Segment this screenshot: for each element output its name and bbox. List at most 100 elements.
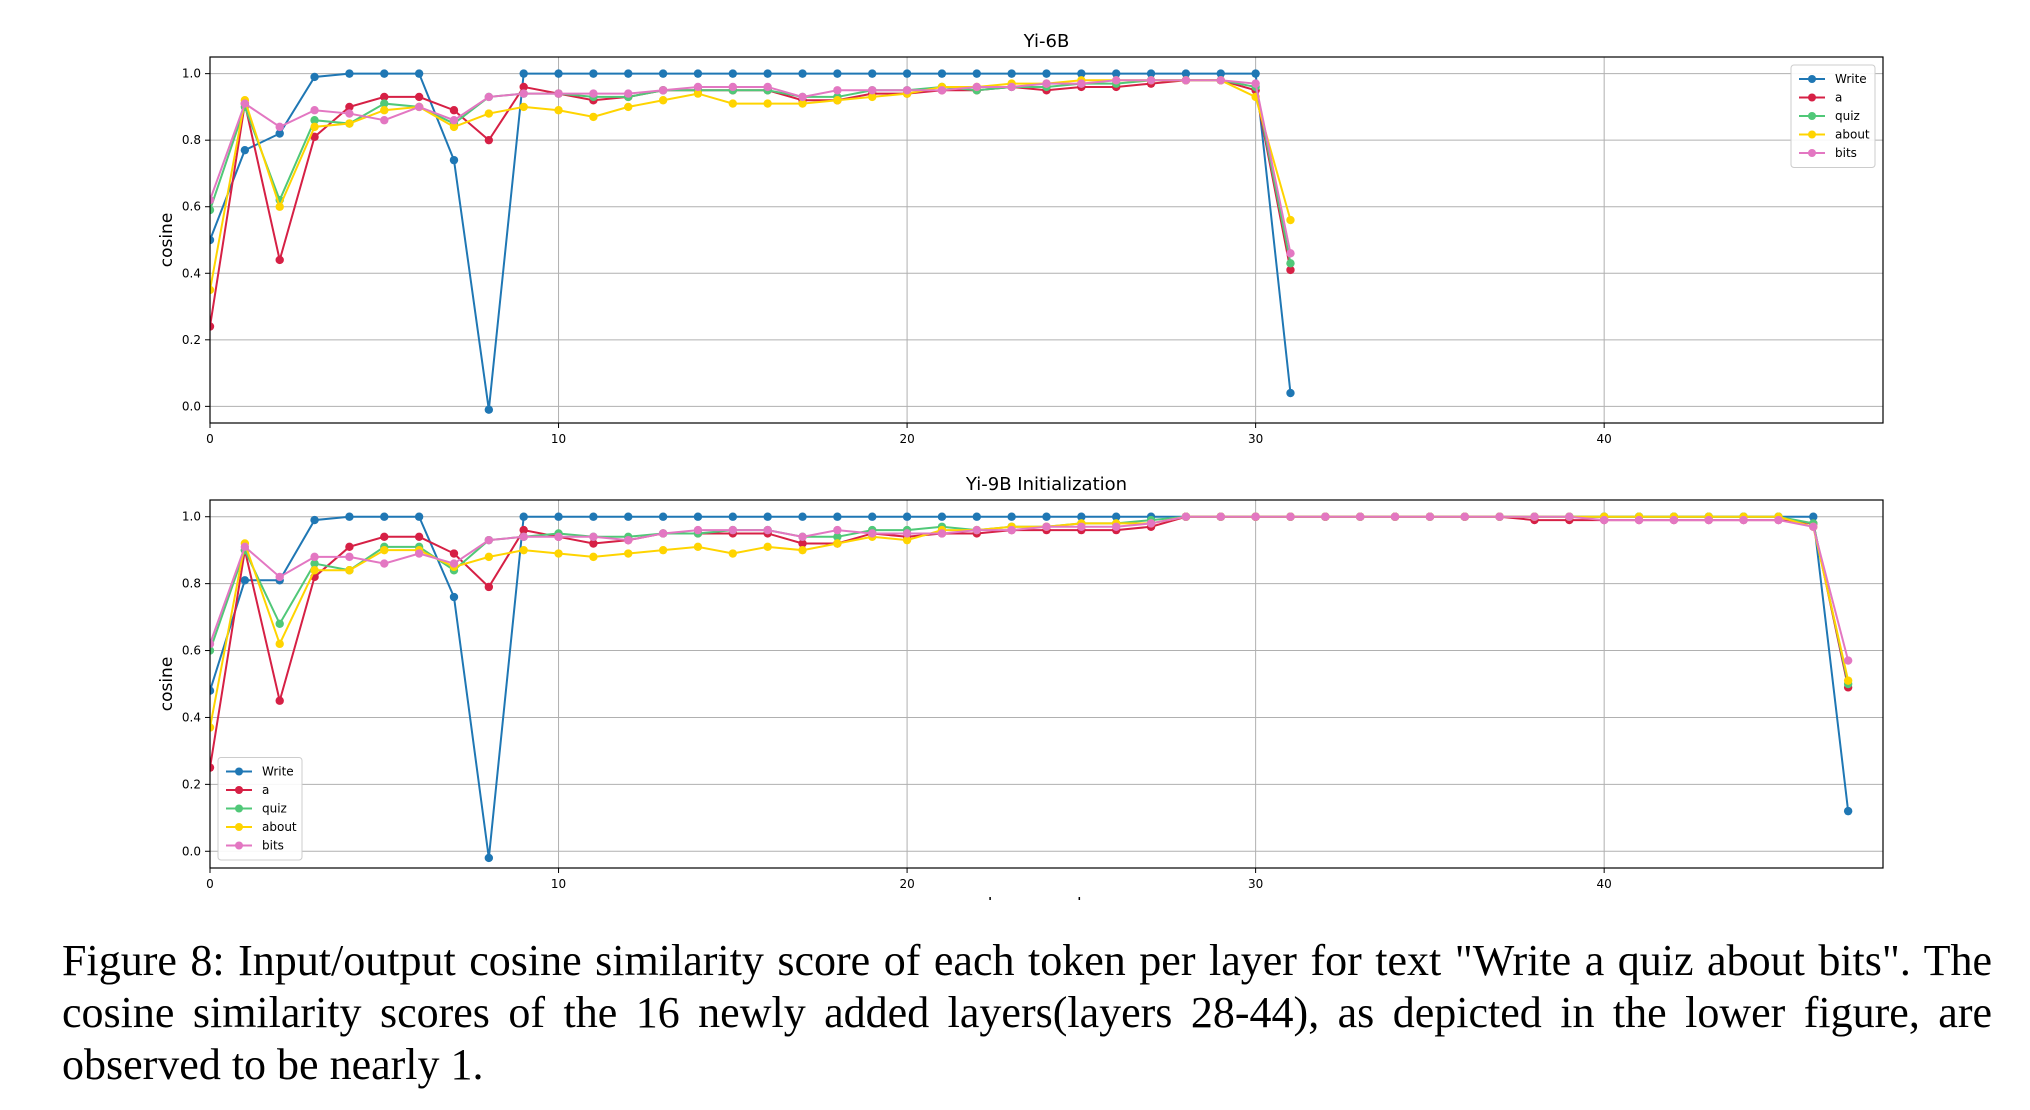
- data-point-bits: [1355, 512, 1365, 521]
- data-point-a: [449, 106, 459, 115]
- data-point-about: [449, 122, 459, 132]
- plot-frame: [209, 499, 1884, 869]
- data-point-bits: [1460, 512, 1469, 521]
- data-point-a: [380, 92, 389, 102]
- data-point-a: [589, 539, 598, 548]
- data-point-bits: [624, 535, 633, 545]
- data-point-bits: [1286, 512, 1295, 521]
- data-point-Write: [658, 512, 668, 521]
- data-point-about: [624, 549, 633, 558]
- data-point-about: [693, 542, 703, 552]
- data-point-quiz: [380, 99, 389, 108]
- data-point-quiz: [210, 646, 215, 655]
- data-point-a: [1286, 265, 1295, 275]
- data-point-bits: [1634, 515, 1644, 525]
- data-point-a: [519, 82, 528, 92]
- data-point-bits: [1774, 515, 1783, 525]
- data-point-bits: [798, 532, 807, 541]
- data-point-Write: [589, 69, 598, 78]
- data-point-about: [310, 566, 319, 575]
- data-point-a: [484, 582, 494, 592]
- data-point-Write: [1216, 69, 1225, 78]
- data-point-quiz: [833, 532, 842, 541]
- data-point-about: [210, 723, 215, 732]
- data-point-Write: [798, 69, 807, 78]
- data-point-about: [658, 96, 668, 105]
- data-point-bits: [589, 532, 598, 541]
- legend-marker-a: [1808, 93, 1816, 102]
- data-point-bits: [1251, 512, 1260, 521]
- data-point-Write: [449, 592, 459, 602]
- data-point-Write: [624, 512, 633, 521]
- data-point-Write: [519, 69, 528, 78]
- data-point-Write: [240, 576, 250, 585]
- data-point-a: [310, 132, 319, 142]
- legend-marker-Write: [1808, 75, 1816, 83]
- data-point-bits: [1599, 515, 1609, 525]
- data-point-bits: [868, 86, 877, 95]
- data-point-Write: [1042, 69, 1051, 78]
- data-point-Write: [380, 512, 389, 521]
- data-point-Write: [519, 512, 528, 521]
- y-tick-label: 0.8: [182, 133, 201, 147]
- data-point-quiz: [210, 205, 215, 215]
- data-point-about: [519, 102, 528, 112]
- data-point-bits: [658, 529, 668, 538]
- data-point-Write: [210, 235, 215, 245]
- data-point-about: [345, 119, 354, 128]
- data-point-bits: [728, 82, 738, 92]
- legend-label-a: a: [262, 783, 269, 797]
- data-point-about: [763, 542, 772, 552]
- x-tick-label: 0: [206, 877, 214, 891]
- data-point-a: [345, 542, 354, 552]
- data-point-Write: [1077, 69, 1086, 78]
- data-point-bits: [1286, 249, 1295, 258]
- data-point-bits: [1146, 76, 1156, 85]
- chart-title: Yi-9B Initialization: [965, 474, 1127, 495]
- data-point-Write: [1007, 69, 1016, 78]
- y-tick-label: 1.0: [182, 510, 201, 524]
- data-point-Write: [310, 72, 319, 82]
- data-point-Write: [1809, 512, 1818, 521]
- data-point-Write: [763, 512, 772, 521]
- data-point-Write: [798, 512, 807, 521]
- data-point-Write: [484, 405, 494, 414]
- data-point-Write: [624, 69, 633, 78]
- data-point-bits: [345, 109, 354, 118]
- data-point-bits: [972, 525, 981, 535]
- data-point-bits: [763, 525, 772, 535]
- x-tick-label: 10: [551, 432, 566, 446]
- data-point-about: [728, 99, 738, 108]
- data-point-Write: [554, 69, 563, 78]
- data-point-about: [589, 112, 598, 122]
- plot-frame: [209, 56, 1884, 424]
- data-point-about: [1843, 676, 1853, 685]
- data-point-Write: [210, 686, 215, 695]
- data-point-bits: [658, 86, 668, 95]
- y-tick-label: 0.8: [182, 577, 201, 591]
- legend-marker-about: [1808, 130, 1816, 139]
- data-point-about: [210, 285, 215, 295]
- data-point-Write: [972, 512, 981, 521]
- data-point-Write: [728, 69, 738, 78]
- data-point-bits: [275, 572, 284, 582]
- data-point-Write: [414, 69, 424, 78]
- data-point-bits: [554, 532, 563, 541]
- data-point-a: [449, 549, 459, 558]
- data-point-bits: [484, 92, 494, 102]
- data-point-a: [210, 763, 215, 772]
- data-point-a: [414, 532, 424, 541]
- data-point-bits: [1112, 76, 1121, 85]
- chart-panel-0: Yi-6B 0 10 20 30 40 0.0 0.2 0.4 0.6 0.8 1.0 cosine Wr…: [157, 31, 1884, 446]
- legend-marker-quiz: [1808, 112, 1816, 120]
- data-point-Write: [1843, 806, 1853, 816]
- data-point-a: [345, 102, 354, 112]
- data-point-bits: [728, 525, 738, 535]
- data-point-bits: [1425, 512, 1435, 521]
- legend: Write a quiz about bits: [1790, 64, 1876, 168]
- data-point-bits: [210, 195, 215, 205]
- data-point-Write: [345, 69, 354, 78]
- series-line-bits: [210, 79, 1292, 254]
- data-point-quiz: [1286, 259, 1295, 268]
- data-point-bits: [1495, 512, 1504, 521]
